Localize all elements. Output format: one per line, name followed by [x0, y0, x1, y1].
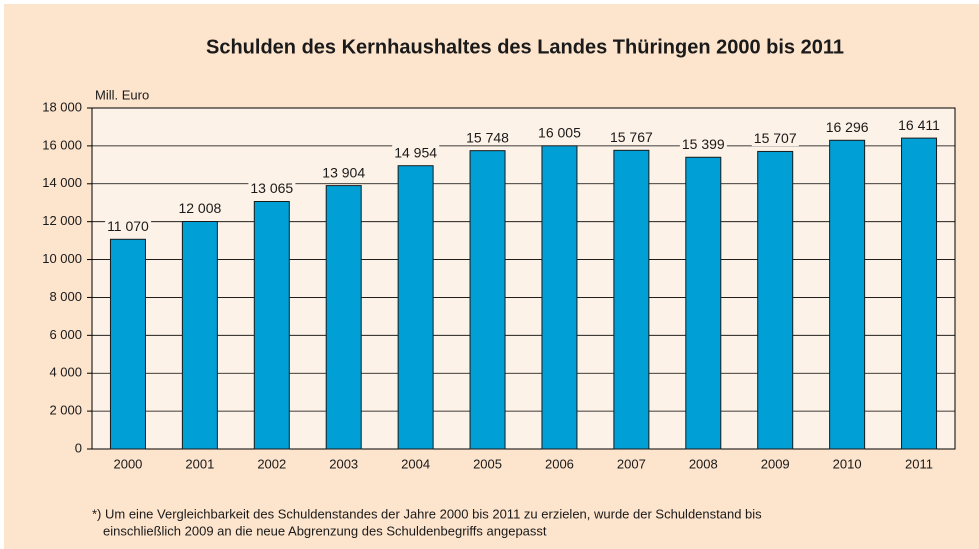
bar — [469, 150, 506, 450]
y-tick-label: 4 000 — [49, 365, 82, 380]
data-label: 15 748 — [466, 129, 509, 145]
bar — [325, 185, 362, 450]
y-tick-label: 10 000 — [42, 251, 82, 266]
bar — [829, 139, 866, 450]
bar — [181, 221, 218, 450]
data-label-background — [248, 180, 296, 197]
data-label-background — [464, 129, 512, 146]
x-tick-label: 2009 — [761, 456, 790, 471]
footnote: einschließlich 2009 an die neue Abgrenzu… — [103, 523, 547, 538]
x-tick-label: 2008 — [689, 456, 718, 471]
data-label-background — [392, 144, 440, 161]
bar — [757, 150, 794, 450]
x-tick-label: 2001 — [185, 456, 214, 471]
y-tick-label: 6 000 — [49, 327, 82, 342]
bar — [253, 200, 290, 450]
data-label-background — [320, 164, 368, 181]
data-label-background — [176, 200, 224, 217]
x-tick-label: 2004 — [401, 456, 430, 471]
data-label: 12 008 — [178, 200, 221, 216]
bar — [541, 145, 578, 450]
x-tick-label: 2005 — [473, 456, 502, 471]
data-label-background — [896, 116, 943, 133]
bar — [613, 149, 650, 450]
x-tick-label: 2002 — [257, 456, 286, 471]
x-tick-label: 2003 — [329, 456, 358, 471]
data-label: 14 954 — [394, 144, 437, 160]
bar — [397, 165, 434, 450]
bar — [901, 137, 938, 450]
y-axis-label: Mill. Euro — [95, 87, 149, 102]
x-tick-label: 2010 — [833, 456, 862, 471]
data-label-background — [105, 217, 152, 234]
data-label-background — [679, 135, 727, 152]
data-label: 11 070 — [107, 218, 149, 234]
x-tick-label: 2006 — [545, 456, 574, 471]
x-tick-label: 2007 — [617, 456, 646, 471]
bar — [685, 156, 722, 450]
data-label-background — [823, 118, 871, 135]
bar — [109, 238, 146, 450]
data-label: 15 707 — [754, 130, 797, 146]
y-tick-label: 18 000 — [42, 99, 82, 114]
plot-area — [92, 108, 955, 449]
plot-border — [91, 107, 956, 450]
data-label: 16 411 — [898, 117, 940, 133]
data-label-background — [536, 124, 584, 141]
data-label-background — [751, 130, 799, 147]
data-label: 15 399 — [682, 136, 725, 152]
data-label-background — [607, 129, 655, 146]
data-label: 16 005 — [538, 124, 581, 140]
y-tick-label: 14 000 — [42, 175, 82, 190]
y-tick-label: 2 000 — [49, 403, 82, 418]
chart-title: Schulden des Kernhaushaltes des Landes T… — [206, 36, 844, 58]
data-label: 13 065 — [250, 180, 293, 196]
data-label: 15 767 — [610, 129, 653, 145]
footnote: *) Um eine Vergleichbarkeit des Schulden… — [92, 506, 762, 521]
data-label: 13 904 — [322, 164, 365, 180]
y-tick-label: 16 000 — [42, 137, 82, 152]
x-tick-label: 2000 — [113, 456, 142, 471]
y-tick-label: 0 — [75, 440, 82, 455]
x-tick-label: 2011 — [905, 456, 933, 471]
y-tick-label: 12 000 — [42, 213, 82, 228]
data-label: 16 296 — [826, 119, 869, 135]
y-tick-label: 8 000 — [49, 289, 82, 304]
